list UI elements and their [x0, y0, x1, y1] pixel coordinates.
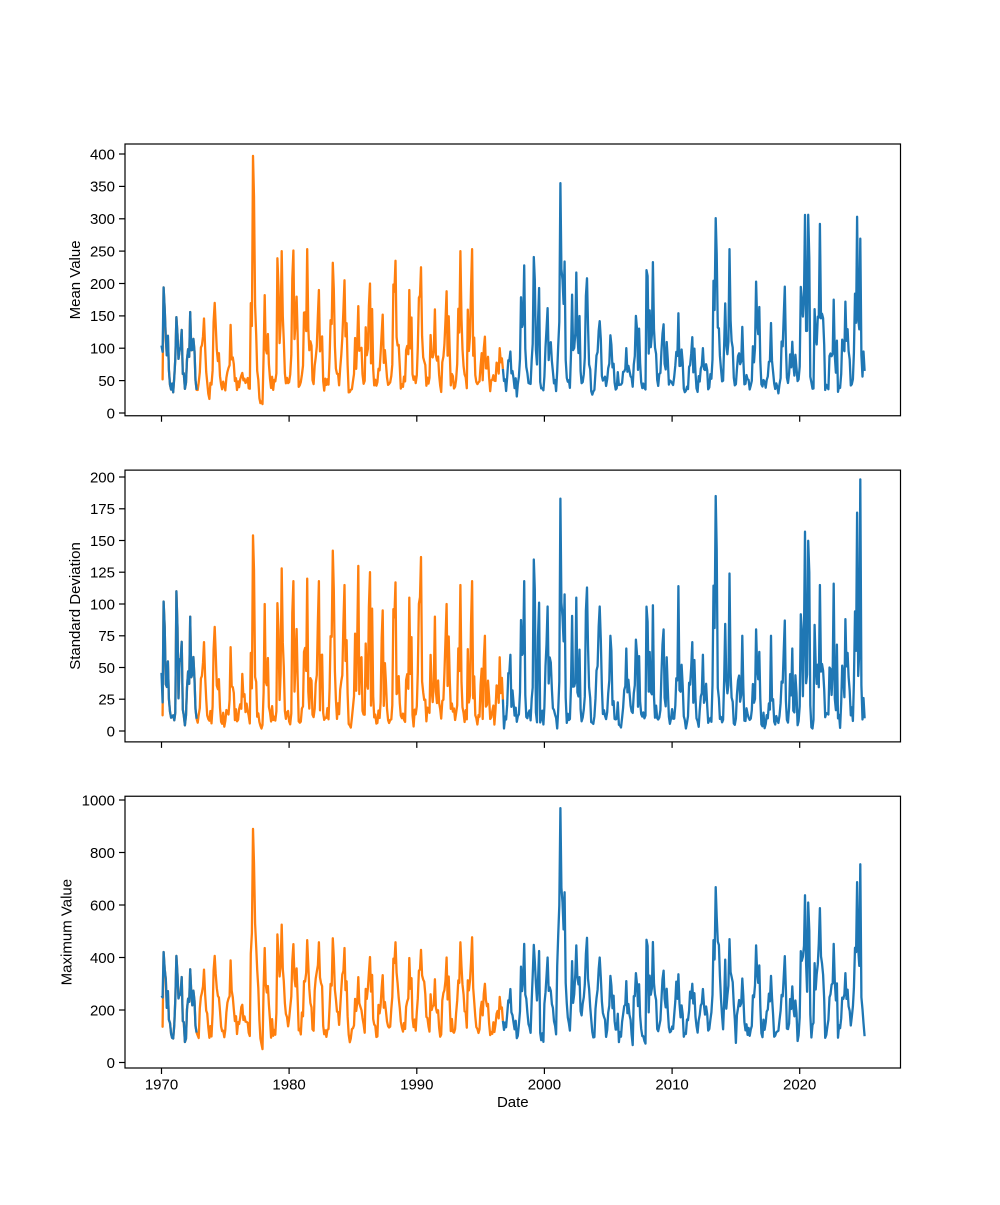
svg-text:25: 25 — [98, 692, 115, 709]
svg-text:100: 100 — [90, 596, 115, 613]
svg-text:Mean Value: Mean Value — [67, 240, 84, 319]
svg-text:200: 200 — [90, 1002, 115, 1019]
svg-text:400: 400 — [90, 950, 115, 967]
svg-text:0: 0 — [107, 1055, 115, 1072]
svg-text:350: 350 — [90, 179, 115, 196]
svg-text:Maximum Value: Maximum Value — [59, 879, 76, 985]
svg-text:Standard Deviation: Standard Deviation — [67, 542, 84, 670]
svg-text:100: 100 — [90, 341, 115, 358]
svg-text:2020: 2020 — [783, 1077, 816, 1094]
svg-text:0: 0 — [107, 405, 115, 422]
svg-text:1970: 1970 — [145, 1077, 178, 1094]
svg-text:1990: 1990 — [400, 1077, 433, 1094]
svg-text:400: 400 — [90, 146, 115, 163]
svg-text:50: 50 — [98, 660, 115, 677]
svg-text:200: 200 — [90, 276, 115, 293]
svg-text:150: 150 — [90, 533, 115, 550]
svg-text:300: 300 — [90, 211, 115, 228]
svg-text:50: 50 — [98, 373, 115, 390]
svg-text:75: 75 — [98, 628, 115, 645]
svg-text:Date: Date — [497, 1094, 529, 1111]
svg-text:150: 150 — [90, 308, 115, 325]
svg-text:2010: 2010 — [655, 1077, 688, 1094]
svg-text:800: 800 — [90, 845, 115, 862]
svg-text:250: 250 — [90, 243, 115, 260]
svg-text:1000: 1000 — [82, 792, 115, 809]
svg-text:0: 0 — [107, 723, 115, 740]
svg-text:1980: 1980 — [272, 1077, 305, 1094]
svg-text:125: 125 — [90, 565, 115, 582]
svg-text:200: 200 — [90, 469, 115, 486]
svg-text:2000: 2000 — [528, 1077, 561, 1094]
svg-text:175: 175 — [90, 501, 115, 518]
svg-text:600: 600 — [90, 897, 115, 914]
